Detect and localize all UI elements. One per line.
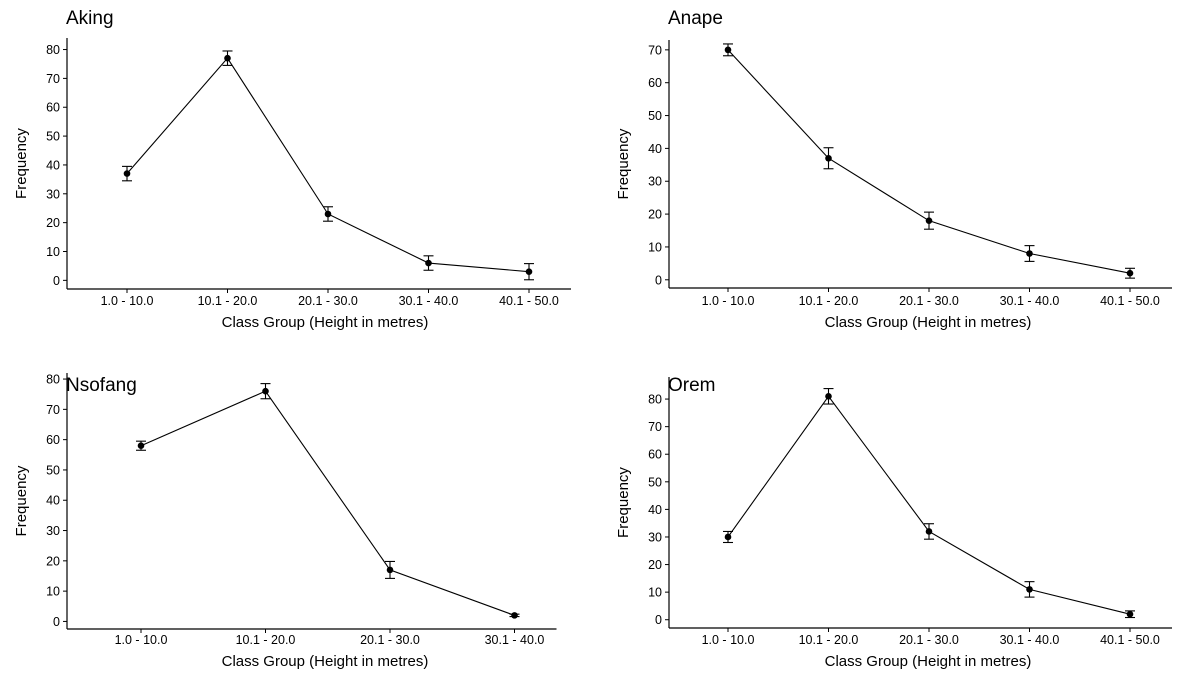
y-tick-label: 40: [46, 494, 60, 508]
x-tick-label: 20.1 - 30.0: [360, 633, 420, 647]
x-tick-label: 10.1 - 20.0: [799, 633, 859, 647]
series-line: [727, 49, 1131, 274]
x-tick-label: 20.1 - 30.0: [899, 633, 959, 647]
y-tick-label: 40: [648, 142, 662, 156]
data-point: [724, 533, 732, 541]
data-point: [1126, 269, 1134, 277]
y-tick-label: 70: [46, 72, 60, 86]
x-tick-label: 30.1 - 40.0: [485, 633, 545, 647]
x-axis-label: Class Group (Height in metres): [222, 314, 429, 331]
y-tick-label: 60: [46, 101, 60, 115]
y-tick-label: 50: [46, 130, 60, 144]
y-tick-label: 20: [46, 554, 60, 568]
data-point: [525, 268, 533, 275]
y-tick-label: 70: [648, 420, 662, 434]
y-tick-label: 60: [46, 433, 60, 447]
y-axis-label: Frequency: [13, 465, 30, 536]
y-tick-label: 10: [648, 240, 662, 254]
y-tick-label: 70: [648, 43, 662, 57]
y-tick-label: 50: [46, 463, 60, 477]
data-point: [1026, 250, 1033, 257]
data-point: [137, 442, 145, 450]
data-point: [262, 387, 269, 395]
y-tick-label: 20: [648, 208, 662, 222]
x-tick-label: 10.1 - 20.0: [198, 294, 258, 308]
series-line: [126, 57, 530, 273]
y-tick-label: 40: [648, 503, 662, 517]
y-tick-label: 10: [46, 245, 60, 259]
data-point: [386, 566, 394, 574]
data-point: [1026, 586, 1033, 593]
x-tick-label: 1.0 - 10.0: [115, 633, 168, 647]
chart-title: Anape: [668, 8, 723, 29]
x-tick-label: 30.1 - 40.0: [1000, 633, 1060, 647]
x-tick-label: 20.1 - 30.0: [298, 294, 358, 308]
chart-title: Aking: [66, 8, 114, 29]
y-tick-label: 10: [648, 586, 662, 600]
y-axis-label: Frequency: [615, 467, 632, 538]
y-tick-label: 30: [648, 175, 662, 189]
x-tick-label: 10.1 - 20.0: [236, 633, 296, 647]
data-point: [123, 170, 131, 177]
y-tick-label: 20: [648, 558, 662, 572]
data-point: [925, 528, 933, 535]
x-tick-label: 1.0 - 10.0: [702, 633, 755, 647]
x-tick-label: 20.1 - 30.0: [899, 294, 959, 308]
y-tick-label: 80: [46, 43, 60, 57]
y-axis-label: Frequency: [13, 128, 30, 199]
series-line: [140, 390, 515, 616]
x-tick-label: 40.1 - 50.0: [499, 294, 559, 308]
x-axis-label: Class Group (Height in metres): [825, 314, 1032, 331]
y-tick-label: 20: [46, 216, 60, 230]
x-tick-label: 30.1 - 40.0: [1000, 294, 1060, 308]
x-tick-label: 40.1 - 50.0: [1100, 633, 1160, 647]
y-tick-label: 50: [648, 475, 662, 489]
y-tick-label: 0: [53, 274, 60, 288]
data-point: [724, 46, 732, 54]
y-tick-label: 40: [46, 158, 60, 172]
x-axis-label: Class Group (Height in metres): [825, 653, 1032, 670]
y-tick-label: 30: [46, 187, 60, 201]
y-tick-label: 70: [46, 403, 60, 417]
x-tick-label: 1.0 - 10.0: [702, 294, 755, 308]
data-point: [825, 393, 832, 400]
y-tick-label: 30: [648, 530, 662, 544]
y-tick-label: 0: [53, 615, 60, 629]
chart-panel-4: Orem 0 10 20 30 40 50 60 70 80 1.0 - 10.0 10.1 - 20…: [615, 375, 1172, 670]
data-point: [1126, 610, 1134, 618]
series-line: [727, 395, 1131, 615]
y-tick-label: 60: [648, 448, 662, 462]
y-tick-label: 30: [46, 524, 60, 538]
y-tick-label: 0: [655, 273, 662, 287]
x-tick-label: 40.1 - 50.0: [1100, 294, 1160, 308]
data-point: [511, 612, 518, 619]
data-point: [224, 54, 231, 62]
x-tick-label: 10.1 - 20.0: [799, 294, 859, 308]
x-axis-label: Class Group (Height in metres): [222, 653, 429, 670]
y-tick-label: 80: [648, 393, 662, 407]
y-axis-label: Frequency: [615, 128, 632, 199]
chart-panel-1: Aking 0 10 20 30 40 50 60 70 80 1.0 - 10.0 10.1 - 2…: [13, 8, 571, 331]
y-tick-label: 60: [648, 76, 662, 90]
chart-panel-2: Anape 0 10 20 30 40 50 60 70 1.0 - 10.0 10.1 - 20.…: [615, 8, 1172, 331]
data-point: [324, 210, 332, 218]
x-tick-label: 1.0 - 10.0: [101, 294, 154, 308]
y-tick-label: 80: [46, 373, 60, 387]
chart-title: Nsofang: [66, 375, 137, 396]
y-tick-label: 10: [46, 585, 60, 599]
data-point: [425, 259, 432, 267]
y-tick-label: 50: [648, 109, 662, 123]
data-point: [825, 154, 832, 162]
x-tick-label: 30.1 - 40.0: [399, 294, 459, 308]
y-tick-label: 0: [655, 613, 662, 627]
chart-title: Orem: [668, 375, 716, 396]
data-point: [925, 217, 933, 224]
chart-panel-3: Nsofang 0 10 20 30 40 50 60 70 80 1.0 - 10.0 10.1 -…: [13, 373, 557, 670]
